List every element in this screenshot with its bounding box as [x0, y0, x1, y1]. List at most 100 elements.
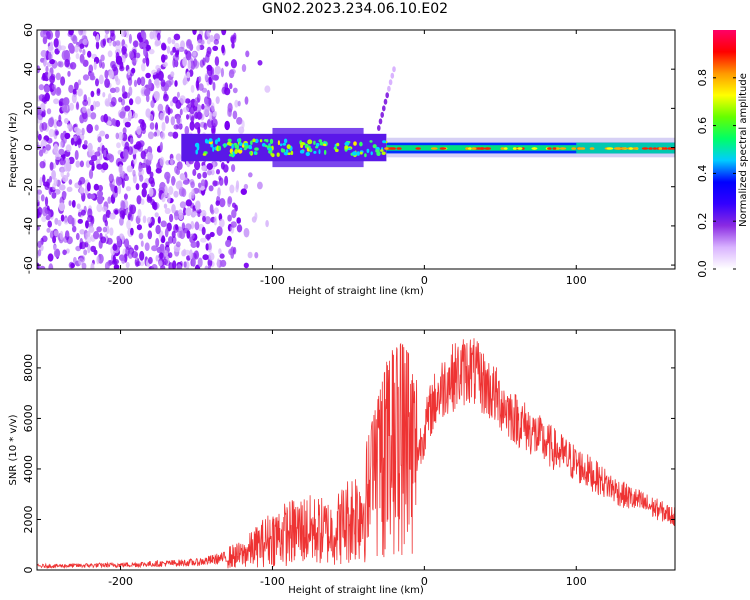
- noise-speckle: [104, 30, 110, 35]
- signal-blob: [276, 152, 280, 157]
- noise-speckle: [172, 58, 176, 68]
- noise-speckle: [190, 181, 195, 189]
- y-tick-label: 0: [22, 144, 35, 151]
- noise-speckle: [224, 60, 229, 67]
- noise-speckle: [190, 84, 195, 93]
- noise-speckle: [163, 93, 169, 102]
- noise-speckle: [48, 129, 55, 137]
- noise-speckle: [162, 61, 168, 68]
- noise-speckle: [125, 246, 130, 257]
- signal-blob: [366, 148, 370, 153]
- signal-blob: [353, 141, 357, 146]
- noise-speckle: [81, 127, 85, 136]
- signal-blob: [318, 139, 323, 143]
- noise-speckle: [206, 118, 214, 128]
- noise-speckle: [104, 261, 110, 269]
- hot-spot: [606, 147, 614, 150]
- noise-speckle: [183, 207, 187, 216]
- noise-speckle: [219, 253, 225, 259]
- signal-blob: [307, 139, 313, 145]
- noise-speckle: [106, 153, 113, 160]
- noise-speckle: [170, 157, 174, 166]
- noise-speckle: [68, 179, 73, 185]
- noise-speckle: [138, 232, 144, 240]
- signal-blob: [208, 138, 213, 142]
- noise-speckle: [149, 122, 155, 130]
- noise-speckle: [173, 224, 179, 233]
- noise-speckle: [102, 38, 107, 47]
- noise-speckle: [37, 133, 42, 141]
- noise-speckle: [231, 164, 236, 173]
- signal-blob: [308, 145, 311, 150]
- noise-speckle: [129, 204, 137, 215]
- noise-speckle: [39, 176, 43, 187]
- noise-speckle: [83, 140, 88, 146]
- noise-speckle: [90, 155, 98, 162]
- noise-speckle: [88, 226, 95, 233]
- noise-speckle: [42, 72, 46, 81]
- noise-speckle: [64, 230, 70, 241]
- signal-blob: [286, 144, 291, 150]
- noise-speckle: [108, 69, 114, 79]
- noise-speckle: [204, 216, 211, 225]
- noise-speckle: [215, 96, 220, 104]
- noise-speckle: [66, 123, 72, 129]
- noise-speckle: [168, 236, 174, 244]
- noise-speckle: [164, 228, 169, 238]
- noise-speckle: [184, 249, 191, 255]
- noise-speckle: [184, 49, 188, 55]
- noise-speckle: [133, 79, 138, 87]
- noise-speckle: [225, 239, 232, 248]
- noise-speckle: [175, 241, 181, 248]
- noise-speckle: [125, 186, 132, 192]
- noise-speckle: [79, 242, 83, 250]
- noise-speckle: [79, 229, 85, 235]
- noise-speckle: [247, 251, 253, 259]
- noise-speckle: [129, 110, 132, 119]
- noise-speckle: [87, 142, 93, 153]
- noise-speckle: [208, 75, 214, 86]
- noise-speckle: [160, 79, 166, 87]
- noise-speckle: [66, 186, 73, 192]
- signal-blob: [202, 153, 207, 156]
- noise-speckle: [132, 40, 139, 48]
- noise-speckle: [86, 182, 91, 192]
- noise-speckle: [152, 201, 156, 210]
- noise-speckle: [60, 132, 65, 141]
- noise-speckle: [46, 137, 53, 144]
- noise-speckle: [200, 179, 206, 187]
- noise-speckle: [53, 98, 60, 105]
- signal-blob: [268, 150, 273, 154]
- noise-speckle: [59, 184, 66, 191]
- noise-speckle: [94, 151, 101, 157]
- noise-speckle: [176, 161, 183, 171]
- noise-speckle: [155, 64, 161, 71]
- noise-speckle: [144, 242, 150, 251]
- hot-spot: [552, 147, 557, 150]
- noise-speckle: [151, 264, 158, 269]
- noise-speckle: [87, 50, 92, 58]
- hot-spot: [559, 147, 567, 150]
- chirp-mark: [388, 79, 393, 86]
- noise-speckle: [120, 30, 126, 37]
- noise-speckle: [230, 249, 235, 259]
- noise-speckle: [168, 252, 173, 259]
- signal-blob: [370, 151, 373, 156]
- snr-frame: [36, 329, 676, 571]
- noise-speckle: [155, 237, 160, 248]
- hot-spot: [512, 147, 517, 150]
- noise-speckle: [96, 90, 101, 96]
- noise-speckle: [172, 260, 177, 269]
- noise-speckle: [229, 83, 233, 90]
- noise-speckle: [45, 31, 51, 40]
- signal-blob: [369, 140, 373, 143]
- noise-speckle: [151, 245, 158, 252]
- signal-blob: [249, 151, 252, 155]
- signal-blob: [264, 144, 268, 148]
- y-tick-label: 8000: [22, 354, 35, 382]
- signal-blob: [228, 153, 234, 157]
- noise-speckle: [236, 117, 243, 125]
- noise-speckle: [145, 57, 150, 67]
- noise-speckle: [41, 122, 48, 131]
